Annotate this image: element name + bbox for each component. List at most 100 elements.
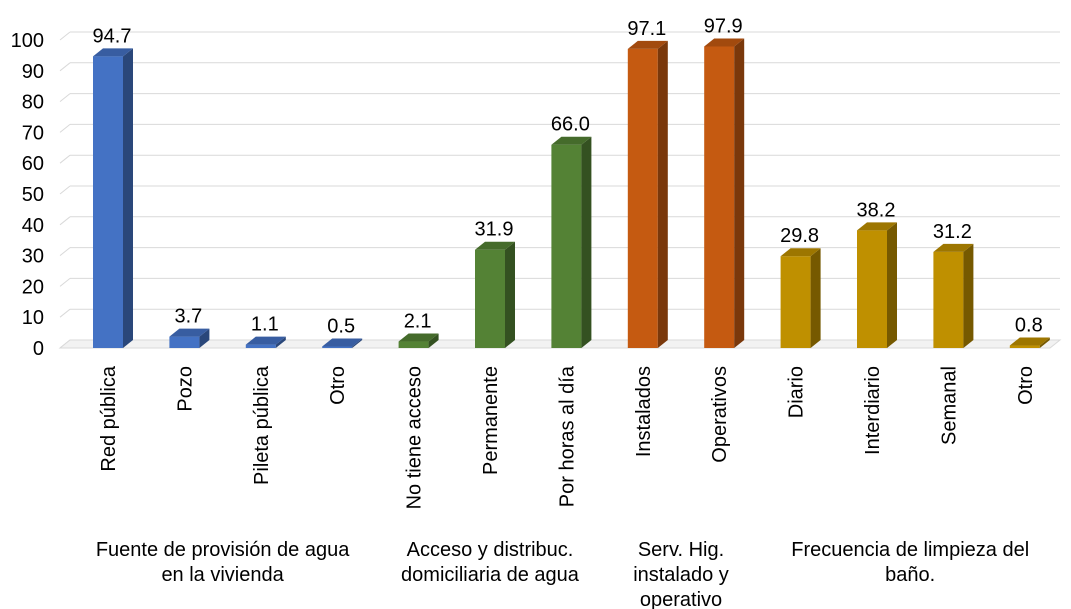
y-tick-label: 10 [22,307,44,329]
data-label: 0.5 [327,315,355,337]
y-tick-label: 40 [22,215,44,237]
bar-side [810,248,821,348]
y-tick-label: 100 [11,30,44,52]
bar-top [1009,337,1050,346]
bar-top [704,38,745,47]
category-label: Semanal [938,366,960,445]
category-label: Permanente [480,366,502,475]
bar-side [887,222,897,348]
bar-side [657,40,668,348]
bar-top [398,333,439,342]
bar-top [322,338,363,347]
group-label: en la vivienda [161,564,284,586]
data-label: 3.7 [174,306,202,328]
group-label: domiciliaria de agua [401,564,580,586]
bar-group: 94.7 Red pública 3.7 Pozo 1.1 Pileta pública 0… [93,25,363,485]
data-label: 0.8 [1015,315,1043,337]
bar-top [780,248,821,257]
bar-top [93,48,133,57]
bar [169,336,200,348]
category-label: No tiene acceso [404,366,426,509]
bar [475,249,505,348]
bar-side [734,38,745,349]
gridline-diagonal [59,62,71,72]
category-label: Red pública [98,365,120,472]
bar [704,46,735,349]
y-tick-label: 50 [22,184,44,206]
data-label: 38.2 [857,199,896,221]
bar-group: 29.8 Diario 38.2 Interdiario 31.2 Semanal 0.8 O… [780,199,1050,455]
y-tick-label: 80 [22,92,44,114]
gridline-diagonal [59,124,71,133]
bar [398,341,429,348]
gridline-diagonal [59,278,71,287]
y-tick-label: 20 [22,276,44,298]
bar-top [245,336,286,345]
group-label: Acceso y distribuc. [407,539,574,561]
bar-side [963,243,974,348]
data-label: 97.9 [704,15,743,37]
y-axis: 0 10 20 30 40 50 60 70 80 90 100 [11,30,44,360]
bar-side [505,241,515,348]
y-tick-label: 60 [22,153,44,175]
y-tick-label: 90 [22,61,44,83]
group-label: baño. [885,564,935,586]
gridline-diagonal [59,154,71,164]
bar-top [475,241,515,250]
bar-side [352,338,363,348]
data-label: 31.9 [475,219,514,241]
gridline-diagonal [59,247,71,256]
data-label: 94.7 [93,25,132,47]
bar-top [933,243,974,252]
bar-side [581,136,592,348]
gridline-diagonal [59,185,71,195]
bar-group: 2.1 No tiene acceso 31.9 Permanente 66.0 Por … [398,114,592,509]
bar-side [1039,337,1050,348]
group-label: Serv. Hig. [638,539,724,561]
group-label: instalado y [633,564,729,586]
bar-top [169,328,210,337]
data-label: 66.0 [551,114,590,136]
bar-top [857,222,897,231]
category-label: Pileta pública [251,365,273,485]
data-label: 97.1 [627,18,666,40]
gridline-diagonal [59,31,71,41]
bar-group: 97.1 Instalados 97.9 Operativos [627,15,745,463]
bar [551,144,582,348]
category-label: Diario [786,366,808,418]
data-label: 29.8 [780,225,819,247]
category-label: Pozo [174,366,196,412]
category-label: Por horas al día [556,365,578,507]
category-label: Interdiario [862,366,884,455]
y-tick-label: 30 [22,246,44,268]
bar-top [627,40,668,49]
bar-side [123,48,133,348]
data-label: 2.1 [404,311,432,333]
bar [857,230,887,348]
bar-top [551,136,592,145]
bar [245,344,276,348]
group-label: Frecuencia de limpieza del [791,539,1029,561]
category-label: Otro [327,366,349,405]
bar-side [199,328,210,348]
data-label: 1.1 [251,314,279,336]
bar [780,256,811,348]
data-label: 31.2 [933,221,972,243]
group-label: Fuente de provisión de agua [96,539,350,561]
group-label: operativo [640,589,722,609]
bar [322,346,353,348]
category-label: Operativos [709,366,731,463]
gridline-diagonal [59,308,71,318]
bar-side [275,336,286,348]
y-tick-label: 0 [33,338,44,360]
y-tick-label: 70 [22,122,44,144]
gridline-diagonal [59,93,71,102]
gridline-diagonal [59,216,71,226]
bar [627,48,658,348]
bar [933,251,964,348]
category-label: Instalados [633,366,655,457]
bar [93,56,123,348]
bar-side [428,333,439,348]
